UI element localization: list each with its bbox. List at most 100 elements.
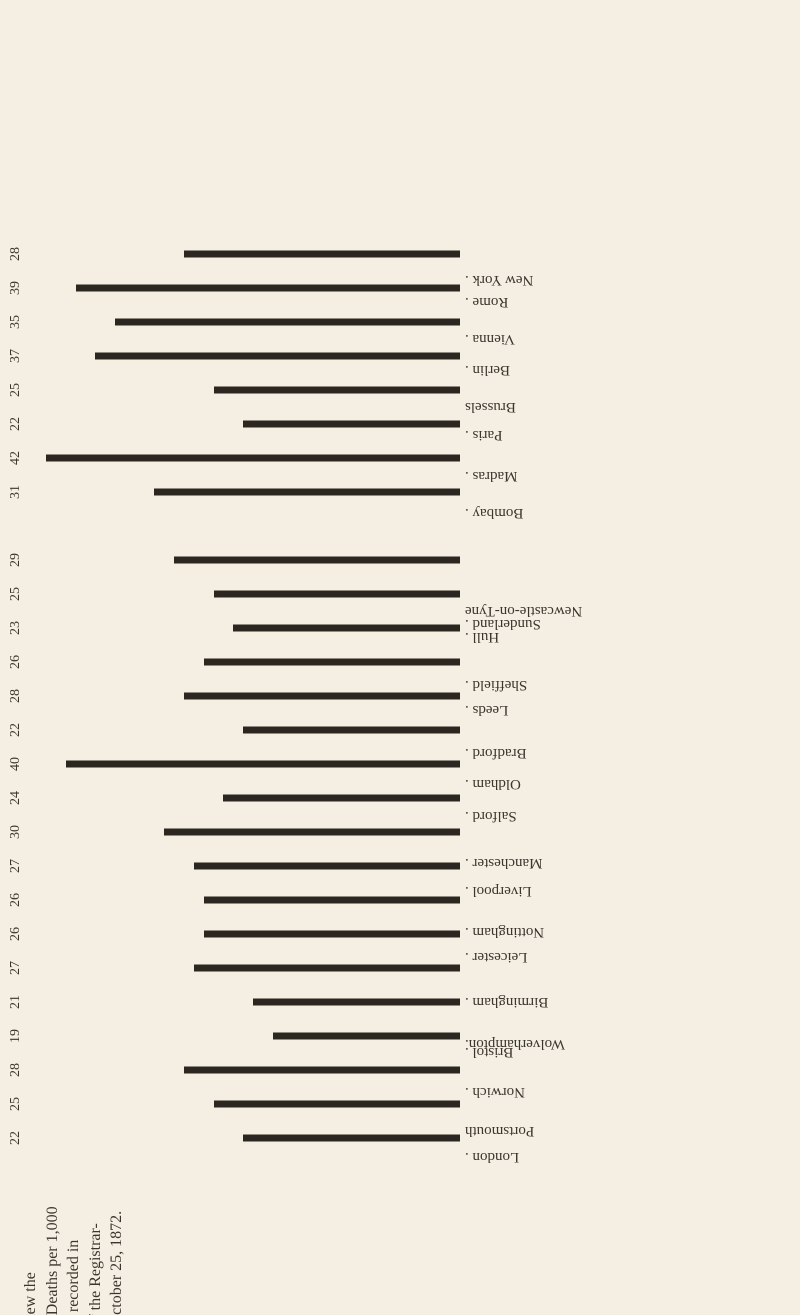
bar-slot <box>46 577 460 611</box>
bar-column: 39Rome . <box>0 271 650 305</box>
title-line-2: the Reports of the Registrar-General, on… <box>85 1205 150 1315</box>
bar-column: 30Manchester . <box>0 815 650 849</box>
bar-slot <box>46 373 460 407</box>
bar-slot <box>46 883 460 917</box>
bar-slot <box>46 679 460 713</box>
bar-slot <box>46 305 460 339</box>
bar <box>223 795 460 802</box>
bar-column: 25Portsmouth <box>0 1087 650 1121</box>
page: Diagram to shew the Proportion of Deaths… <box>0 0 800 1315</box>
bar-slot <box>46 1053 460 1087</box>
bar <box>214 1101 460 1108</box>
bar <box>253 999 460 1006</box>
bar-slot <box>46 917 460 951</box>
bar-column: 42Madras . <box>0 441 650 475</box>
bar-value: 29 <box>8 543 24 577</box>
bar-column: 27Liverpool . <box>0 849 650 883</box>
bar-value: 27 <box>8 849 24 883</box>
bar <box>214 591 460 598</box>
bar <box>273 1033 460 1040</box>
bar-label: Sheffield . <box>465 645 650 679</box>
bar-slot <box>46 271 460 305</box>
bar-slot <box>46 339 460 373</box>
rotated-strip: Diagram to shew the Proportion of Deaths… <box>0 110 650 1315</box>
bar <box>164 829 460 836</box>
bar-column: 35Vienna . <box>0 305 650 339</box>
chart-area: Diagram to shew the Proportion of Deaths… <box>0 110 650 1315</box>
bar-slot <box>46 1087 460 1121</box>
bar-column: 27Birmingham . <box>0 951 650 985</box>
bar-value: 39 <box>8 271 24 305</box>
bar-value: 28 <box>8 679 24 713</box>
bar-value: 26 <box>8 645 24 679</box>
bar-value: 25 <box>8 577 24 611</box>
bar-value: 21 <box>8 985 24 1019</box>
bar <box>66 761 460 768</box>
bar-value: 28 <box>8 237 24 271</box>
bar-column: 26Nottingham . <box>0 883 650 917</box>
bar-value: 22 <box>8 1121 24 1155</box>
title-line-1: Diagram to shew the Proportion of Deaths… <box>20 1205 85 1315</box>
bar <box>184 1067 460 1074</box>
bar <box>243 1135 460 1142</box>
bar-value: 22 <box>8 713 24 747</box>
bar-slot <box>46 1121 460 1155</box>
bar-label: Madras . <box>465 441 650 475</box>
bar-slot <box>46 985 460 1019</box>
bar-value: 25 <box>8 1087 24 1121</box>
bar-value: 26 <box>8 917 24 951</box>
bar <box>243 421 460 428</box>
group-uk-cities: 22London .25Portsmouth28Norwich .19Brist… <box>0 543 650 1155</box>
bar <box>214 387 460 394</box>
bar-value: 27 <box>8 951 24 985</box>
bar <box>204 897 460 904</box>
bar-slot <box>46 407 460 441</box>
bar-column: 28 New York . <box>0 237 650 271</box>
bar-slot <box>46 781 460 815</box>
bar <box>204 931 460 938</box>
bar-slot <box>46 441 460 475</box>
bar-label: Brussels <box>465 373 650 407</box>
bar-label: Newcastle-on-Tyne <box>465 543 650 577</box>
bar-column: 25 Brussels <box>0 373 650 407</box>
bar <box>46 455 460 462</box>
bar-slot <box>46 237 460 271</box>
bar-column: 40Oldham . <box>0 747 650 781</box>
bar <box>194 965 460 972</box>
bar-slot <box>46 543 460 577</box>
bar <box>174 557 460 564</box>
bar-column: 22 Bradford . <box>0 713 650 747</box>
bar <box>204 659 460 666</box>
bar-value: 37 <box>8 339 24 373</box>
bars-container: 22London .25Portsmouth28Norwich .19Brist… <box>0 130 650 1155</box>
bar-slot <box>46 1019 460 1053</box>
bar <box>95 353 460 360</box>
bar-column: 21Wolverhampton. <box>0 985 650 1019</box>
bar-slot <box>46 747 460 781</box>
bar-column: 22London . <box>0 1121 650 1155</box>
bar-slot <box>46 611 460 645</box>
bar-label: New York . <box>465 237 650 271</box>
bar <box>194 863 460 870</box>
bar <box>184 251 460 258</box>
bar-column: 28Leeds . <box>0 679 650 713</box>
bar-value: 19 <box>8 1019 24 1053</box>
bar-slot <box>46 645 460 679</box>
bar-value: 26 <box>8 883 24 917</box>
bar <box>243 727 460 734</box>
bar-column: 28Norwich . <box>0 1053 650 1087</box>
bar-value: 24 <box>8 781 24 815</box>
bar-label: Bradford . <box>465 713 650 747</box>
bar-value: 35 <box>8 305 24 339</box>
bar-slot <box>46 951 460 985</box>
bar-column: 26 Sheffield . <box>0 645 650 679</box>
bar <box>184 693 460 700</box>
bar <box>233 625 460 632</box>
bar-value: 25 <box>8 373 24 407</box>
bar-slot <box>46 815 460 849</box>
bar <box>115 319 460 326</box>
bar-slot <box>46 713 460 747</box>
bar-value: 40 <box>8 747 24 781</box>
bar-value: 22 <box>8 407 24 441</box>
chart-title: Diagram to shew the Proportion of Deaths… <box>20 1205 150 1315</box>
